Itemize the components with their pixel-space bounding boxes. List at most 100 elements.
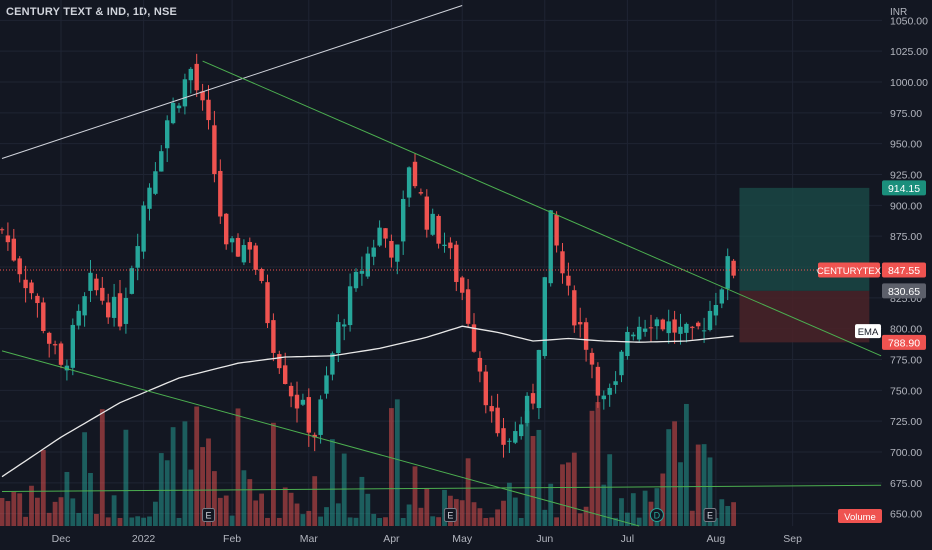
candle-body — [111, 296, 117, 318]
volume-bar — [566, 462, 571, 526]
candle-body — [401, 198, 406, 242]
volume-bar — [0, 497, 5, 526]
volume-bar — [324, 507, 329, 526]
volume-bar — [548, 483, 554, 526]
x-tick-label: Dec — [52, 533, 71, 545]
event-marker-text: E — [205, 511, 211, 521]
volume-bar — [660, 473, 666, 526]
stop-zone[interactable] — [739, 290, 870, 343]
volume-bar — [536, 429, 542, 526]
candle-body — [200, 91, 205, 101]
candle-body — [41, 302, 46, 331]
candle-body — [625, 331, 630, 357]
candle-body — [247, 242, 252, 250]
candle-body — [165, 120, 170, 149]
trendline-horizontal-support[interactable] — [1, 484, 882, 492]
candle-body — [64, 365, 70, 371]
candle-body — [212, 125, 217, 175]
price-axis[interactable]: 650.00 675.00 700.00 725.00 750.00 775.00 800.… — [890, 7, 928, 521]
candle-body — [589, 352, 595, 365]
trendline-upper-channel[interactable] — [1, 5, 463, 159]
candle-body — [170, 102, 176, 124]
candle-body — [17, 258, 22, 275]
volume-bar — [518, 517, 524, 526]
volume-bar — [389, 408, 394, 526]
volume-bar — [613, 517, 618, 526]
event-marker-d[interactable]: D — [649, 508, 664, 522]
time-axis[interactable]: Dec 2022 Feb Mar Apr May Jun Jul Aug Sep — [52, 533, 802, 545]
volume-bar — [583, 506, 589, 526]
event-marker-e[interactable]: E — [202, 508, 215, 522]
volume-bar — [589, 410, 595, 526]
candle-body — [642, 328, 648, 332]
candle-body — [5, 235, 11, 243]
candle-body — [70, 324, 75, 368]
volume-bar — [713, 517, 719, 526]
candle-body — [312, 434, 317, 438]
volume-bar — [359, 476, 365, 526]
trendlines[interactable] — [1, 5, 882, 527]
volume-bar — [306, 510, 312, 526]
volume-bar — [695, 444, 701, 526]
candle-body — [106, 302, 111, 318]
volume-bar — [247, 479, 253, 526]
candle-body — [277, 354, 282, 369]
candle-body — [701, 330, 707, 332]
volume-bar — [40, 449, 46, 526]
candle-body — [465, 289, 471, 324]
volume-bar — [507, 482, 512, 526]
volume-bar — [259, 493, 264, 526]
candle-body — [141, 205, 146, 252]
volume-bar — [35, 497, 40, 526]
event-marker-e[interactable]: E — [443, 508, 457, 522]
volume-bar — [23, 516, 28, 526]
price-label-box — [882, 283, 926, 299]
volume-bar — [406, 504, 412, 526]
earnings-box — [202, 508, 215, 522]
volume-bar — [678, 462, 683, 526]
candle-body — [572, 290, 577, 326]
candle-body — [271, 320, 276, 353]
volume-bar — [400, 517, 406, 526]
candle-body — [513, 431, 518, 443]
x-tick-label: Aug — [707, 533, 726, 545]
candle-body — [613, 381, 618, 385]
candle-body — [678, 326, 683, 334]
candle-body — [330, 353, 335, 375]
volume-bar — [666, 429, 672, 526]
volume-bar — [719, 499, 725, 526]
candle-body — [489, 406, 494, 412]
volume-bar — [99, 409, 105, 526]
volume-bar — [170, 427, 176, 526]
candle-body — [253, 245, 258, 270]
candle-body — [147, 187, 152, 209]
event-marker-e[interactable]: E — [703, 508, 717, 522]
volume-bar — [52, 501, 58, 526]
volume-bar — [371, 513, 377, 526]
candle-body — [336, 322, 341, 354]
earnings-box — [443, 508, 457, 522]
trendline-descending-resistance[interactable] — [202, 60, 882, 357]
volume-label-text: Volume — [844, 512, 876, 523]
candle-body — [306, 397, 311, 433]
candle-body — [436, 215, 441, 244]
y-tick-label: 1000.00 — [890, 77, 928, 89]
candle-body — [560, 251, 565, 274]
volume-bar — [158, 453, 164, 526]
x-tick-label: Feb — [223, 533, 241, 545]
volume-bar — [29, 485, 34, 526]
volume-bar — [619, 498, 624, 526]
candle-body — [194, 63, 199, 91]
candle-body — [365, 253, 370, 277]
ema-label-box — [855, 324, 881, 339]
candle-body — [707, 310, 713, 330]
trendline-descending-support[interactable] — [1, 350, 640, 527]
candle-body — [259, 268, 264, 281]
volume-bar — [601, 484, 607, 526]
candle-body — [690, 326, 695, 328]
y-tick-label: 700.00 — [890, 447, 922, 459]
volume-bar — [282, 487, 288, 526]
candle-body — [318, 399, 323, 435]
